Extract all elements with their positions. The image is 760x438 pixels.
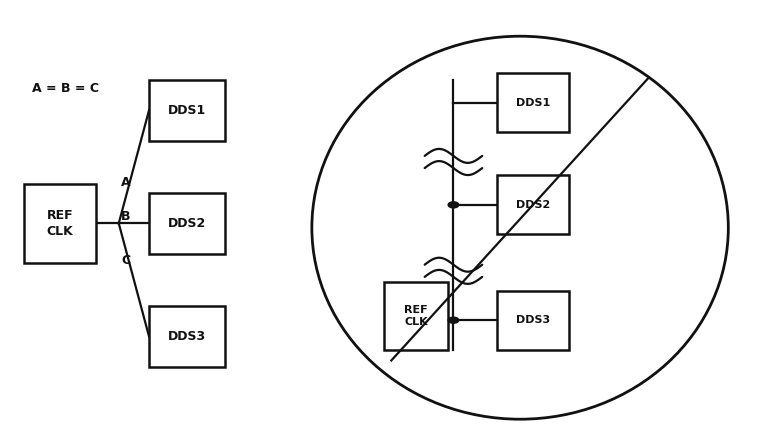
Text: A: A [121, 176, 131, 188]
Text: DDS1: DDS1 [168, 104, 206, 117]
Bar [497, 291, 569, 350]
Bar [149, 80, 225, 141]
Text: DDS2: DDS2 [168, 217, 206, 230]
Circle shape [448, 202, 459, 208]
Text: C: C [121, 254, 130, 267]
Bar [384, 282, 448, 350]
Circle shape [448, 317, 459, 323]
Text: REF
CLK: REF CLK [46, 209, 74, 238]
Text: REF
CLK: REF CLK [404, 305, 428, 327]
Bar [24, 184, 96, 262]
Text: DDS2: DDS2 [516, 200, 550, 210]
Bar [497, 176, 569, 234]
Text: DDS3: DDS3 [168, 330, 206, 343]
Text: DDS3: DDS3 [516, 315, 550, 325]
Text: B: B [121, 210, 131, 223]
Bar [149, 306, 225, 367]
Text: A = B = C: A = B = C [32, 82, 99, 95]
Bar [497, 73, 569, 132]
Text: DDS1: DDS1 [516, 98, 550, 108]
Bar [149, 193, 225, 254]
